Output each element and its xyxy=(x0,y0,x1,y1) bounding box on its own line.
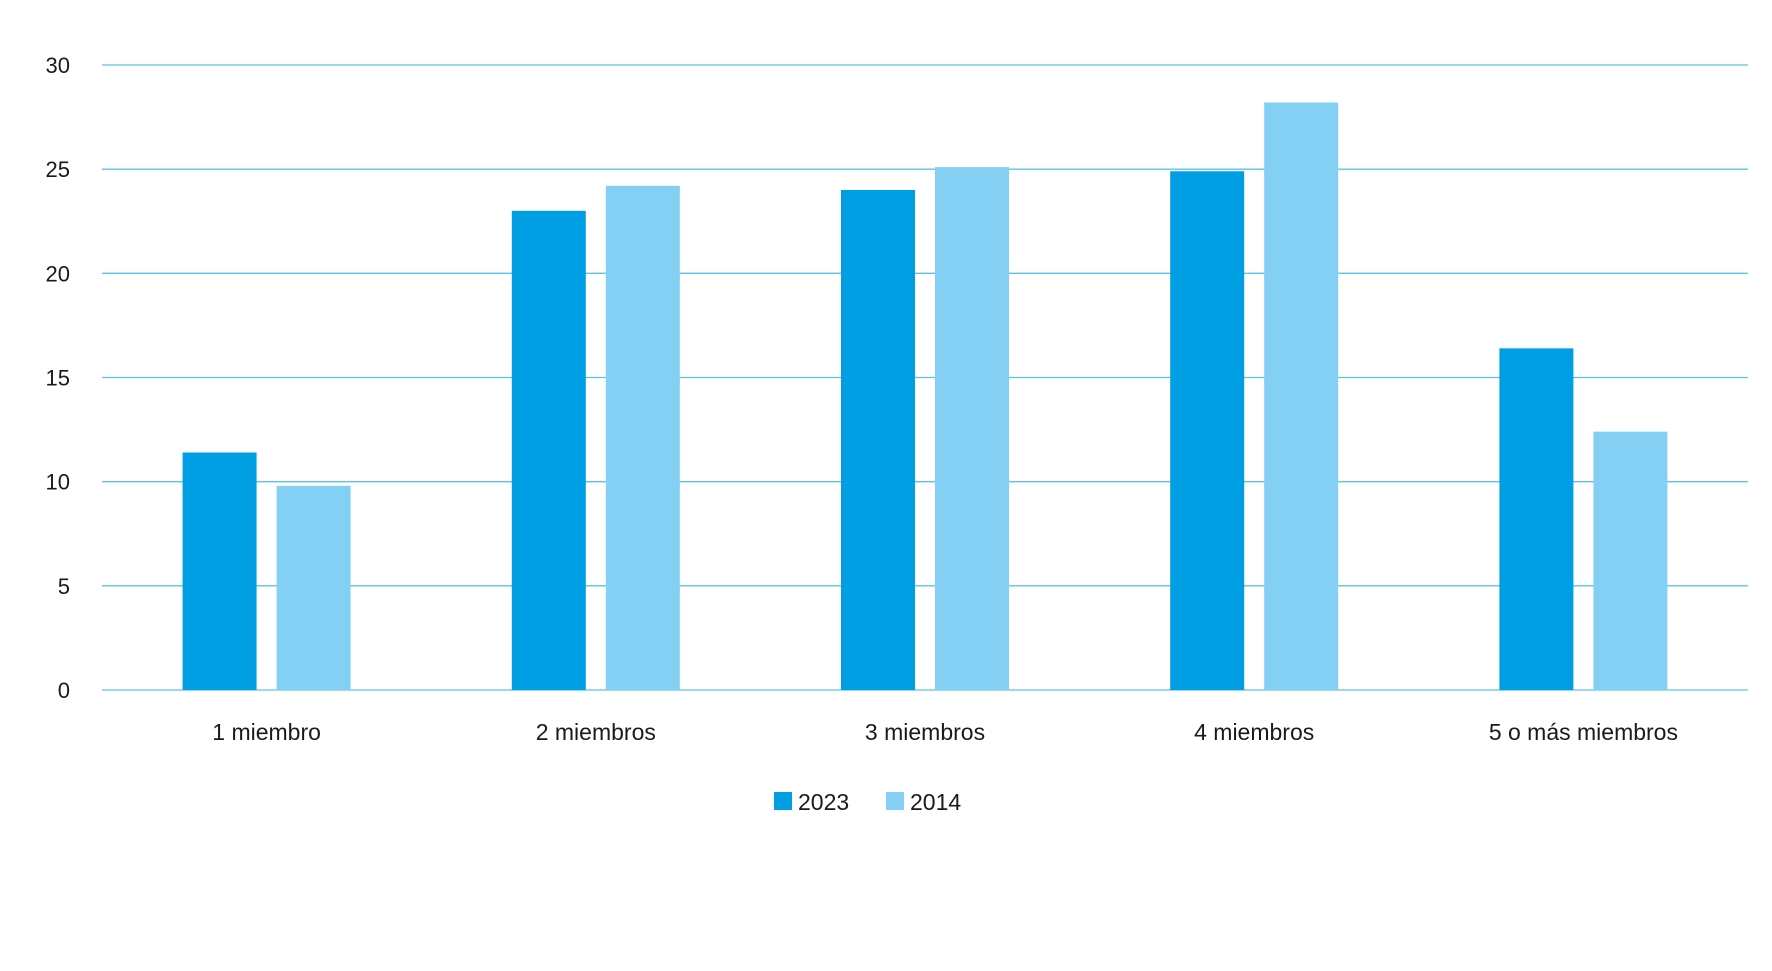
legend: 2023 2014 xyxy=(774,789,961,815)
bars xyxy=(182,102,1668,691)
legend-label-2023: 2023 xyxy=(798,789,849,815)
x-axis-labels: 1 miembro 2 miembros 3 miembros 4 miembros 5… xyxy=(212,719,1678,745)
bar-2014-3 xyxy=(935,167,1009,691)
bar-2023-1 xyxy=(182,452,257,690)
y-tick-label: 5 xyxy=(58,574,70,599)
y-tick-label: 10 xyxy=(46,470,70,495)
bar-2014-5 xyxy=(1593,431,1668,690)
bar-2014-4 xyxy=(1264,102,1339,690)
x-category-label: 4 miembros xyxy=(1194,719,1314,745)
y-tick-label: 20 xyxy=(46,261,70,286)
legend-label-2014: 2014 xyxy=(910,789,961,815)
gridlines xyxy=(102,64,1748,691)
bar-2023-5 xyxy=(1499,348,1574,690)
bar-2023-2 xyxy=(511,210,586,691)
y-tick-label: 0 xyxy=(58,678,70,703)
x-category-label: 1 miembro xyxy=(212,719,321,745)
bar-2014-1 xyxy=(276,485,351,690)
bar-2014-2 xyxy=(605,185,680,691)
y-tick-label: 15 xyxy=(46,366,70,391)
bar-2023-3 xyxy=(841,190,915,690)
x-category-label: 3 miembros xyxy=(865,719,985,745)
y-tick-label: 30 xyxy=(46,53,70,78)
x-category-label: 5 o más miembros xyxy=(1489,719,1678,745)
y-tick-label: 25 xyxy=(46,157,70,182)
y-axis-ticks: 0 5 10 15 20 25 30 xyxy=(46,53,70,703)
legend-swatch-2014 xyxy=(886,792,904,810)
x-category-label: 2 miembros xyxy=(536,719,656,745)
legend-swatch-2023 xyxy=(774,792,792,810)
bar-2023-4 xyxy=(1170,171,1245,690)
